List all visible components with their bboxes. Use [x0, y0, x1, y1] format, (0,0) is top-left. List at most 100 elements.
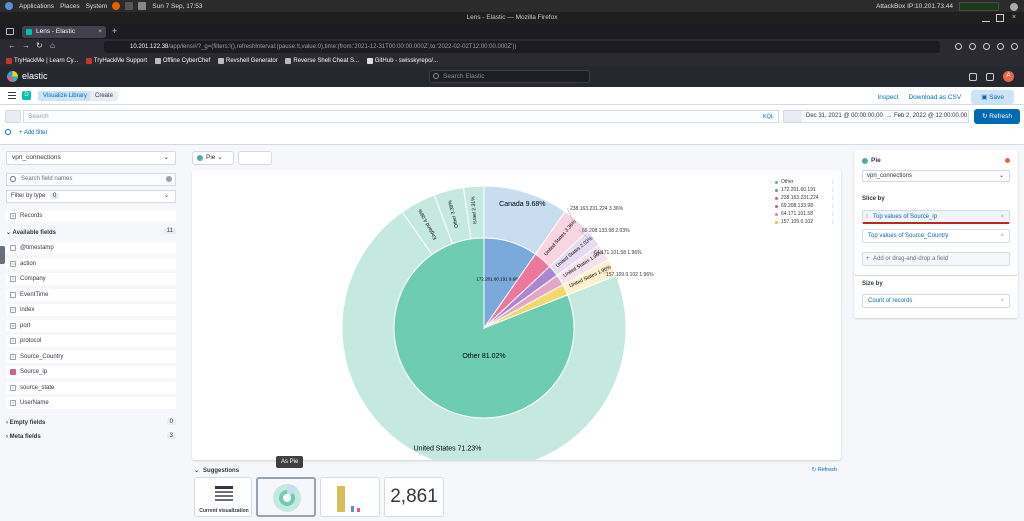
field-item[interactable]: Source_ip	[6, 366, 176, 378]
os-menu-places[interactable]: Places	[60, 2, 80, 10]
suggestions-header[interactable]: ⌄ Suggestions	[194, 467, 239, 474]
firefox-launcher-icon[interactable]	[112, 2, 121, 10]
pie-inner-slice[interactable]	[483, 284, 569, 329]
url-bar[interactable]: 10.201.122.38/app/lens#/?_g=(filters:!()…	[104, 41, 940, 53]
space-avatar[interactable]: D	[22, 91, 31, 100]
bookmark-cyberchef[interactable]: Offline CyberChef	[154, 55, 210, 66]
legend-item[interactable]: 172.201.60.191 ⋮	[775, 186, 835, 194]
minimize-icon[interactable]	[982, 14, 990, 22]
os-menu-icon[interactable]	[5, 2, 13, 10]
date-picker[interactable]: Dec 31, 2021 @ 00:00:00.00 → Feb 2, 2022…	[783, 110, 969, 123]
legend-actions-icon[interactable]: ⋮	[830, 219, 835, 225]
saved-query-icon[interactable]	[5, 110, 21, 123]
menu-icon[interactable]	[1011, 43, 1018, 50]
back-icon[interactable]: ←	[8, 41, 16, 50]
legend-actions-icon[interactable]: ⋮	[830, 211, 835, 217]
terminal-launcher-icon[interactable]	[125, 2, 134, 10]
field-item[interactable]: t action	[6, 257, 176, 270]
legend-item[interactable]: 157.109.0.102 ⋮	[775, 218, 835, 226]
downloads-icon[interactable]	[983, 43, 990, 50]
home-icon[interactable]: ⌂	[50, 41, 55, 50]
close-tab-icon[interactable]: ×	[98, 28, 102, 35]
save-button[interactable]: ▣ Save	[971, 90, 1014, 104]
kql-toggle[interactable]: KQL	[762, 114, 774, 120]
field-records[interactable]: # Records	[6, 210, 176, 222]
field-item[interactable]: t source_state	[6, 381, 176, 394]
legend-actions-icon[interactable]: ⋮	[830, 195, 835, 201]
app-launcher-icon[interactable]	[138, 2, 147, 10]
remove-layer-icon[interactable]	[1005, 158, 1010, 163]
suggestions-refresh-link[interactable]: ↻ Refresh	[812, 467, 837, 473]
power-icon[interactable]	[1010, 2, 1018, 11]
remove-dimension-icon[interactable]: ×	[1000, 233, 1004, 239]
remove-dimension-icon[interactable]: ×	[1000, 214, 1004, 220]
field-item[interactable]: # port	[6, 319, 176, 332]
date-end[interactable]: Feb 2, 2022 @ 12:00:00.00	[894, 113, 968, 119]
field-item[interactable]: t Company	[6, 273, 176, 285]
chart-type-switcher[interactable]: Pie ⌄	[192, 151, 234, 165]
sidebar-collapse-handle[interactable]	[0, 246, 5, 264]
inspect-link[interactable]: Inspect	[877, 93, 899, 101]
hamburger-menu-icon[interactable]	[8, 92, 16, 99]
field-item[interactable]: @timestamp	[6, 242, 176, 254]
legend-item[interactable]: 69.208.133.98 ⋮	[775, 202, 835, 210]
elastic-logo-icon[interactable]	[7, 71, 18, 82]
maximize-icon[interactable]	[996, 14, 1004, 22]
bookmark-reverse-shell[interactable]: Reverse Shell Cheat S...	[285, 55, 359, 66]
suggestion-current[interactable]: Current visualization	[194, 477, 252, 517]
date-start[interactable]: Dec 31, 2021 @ 00:00:00.00	[806, 113, 883, 119]
remove-dimension-icon[interactable]: ×	[1000, 298, 1004, 304]
calendar-icon[interactable]	[784, 111, 802, 122]
legend-item[interactable]: 64.171.101.58 ⋮	[775, 210, 835, 218]
field-item[interactable]: t index	[6, 304, 176, 316]
bookmark-revshell[interactable]: Revshell Generator	[217, 55, 278, 66]
bookmark-github[interactable]: GitHub - swisskyrepo/...	[366, 55, 438, 66]
refresh-button[interactable]: ↻ Refresh	[974, 109, 1020, 124]
legend-actions-icon[interactable]: ⋮	[830, 187, 835, 193]
field-item[interactable]: t protocol	[6, 335, 176, 347]
legend-actions-icon[interactable]: ⋮	[830, 179, 835, 185]
pocket-icon[interactable]	[955, 43, 962, 50]
bookmark-tryhackme-support[interactable]: TryHackMe Support	[85, 55, 147, 66]
query-input[interactable]: Search KQL	[23, 110, 779, 123]
empty-fields-section[interactable]: › Empty fields 0	[6, 419, 176, 426]
field-item[interactable]: EventTime	[6, 288, 176, 301]
size-by-count[interactable]: Count of records ×	[862, 294, 1010, 308]
close-window-icon[interactable]: ×	[1011, 14, 1017, 21]
suggestion-metric[interactable]: 2,861	[384, 477, 444, 517]
account-icon[interactable]	[969, 43, 976, 50]
newsfeed-icon[interactable]	[986, 72, 994, 81]
bookmark-tryhackme[interactable]: TryHackMe | Learn Cy...	[6, 55, 78, 66]
filter-options-icon[interactable]	[5, 129, 11, 135]
help-icon[interactable]	[969, 72, 977, 81]
legend-settings-icon[interactable]	[238, 151, 272, 165]
datasource-select[interactable]: vpn_connections ⌄	[862, 170, 1010, 182]
index-pattern-select[interactable]: vpn_connections ⌄	[6, 151, 176, 165]
breadcrumb-visualize-library[interactable]: Visualize Library	[38, 91, 92, 101]
legend-item[interactable]: Other ⋮	[775, 178, 835, 186]
suggestion-pie[interactable]	[256, 477, 316, 517]
drag-handle-icon[interactable]: ⁝	[866, 214, 868, 220]
browser-tab-lens[interactable]: Lens - Elastic ×	[22, 26, 106, 38]
os-menu-applications[interactable]: Applications	[19, 2, 55, 10]
filter-by-type[interactable]: Filter by type 0 ⌄	[6, 190, 176, 203]
available-fields-section[interactable]: ⌄ Available fields 11	[6, 228, 176, 236]
meta-fields-section[interactable]: › Meta fields 3	[6, 433, 176, 440]
download-csv-link[interactable]: Download as CSV	[908, 93, 962, 101]
tab-list-icon[interactable]	[6, 28, 14, 35]
os-menu-system[interactable]: System	[85, 2, 108, 10]
slice-by-source-country[interactable]: Top values of Source_Country ×	[862, 229, 1010, 243]
forward-icon[interactable]: →	[22, 41, 30, 50]
add-filter-link[interactable]: + Add filter	[5, 129, 48, 136]
reload-icon[interactable]: ↻	[36, 41, 43, 50]
field-item[interactable]: t Source_Country	[6, 350, 176, 363]
user-avatar[interactable]: A	[1003, 71, 1014, 82]
slice-by-source-ip[interactable]: ⁝ Top values of Source_ip ×	[862, 210, 1010, 224]
clear-icon[interactable]	[166, 176, 172, 182]
field-item[interactable]: t UserName	[6, 397, 176, 409]
field-search-input[interactable]: Search field names	[6, 173, 176, 186]
legend-actions-icon[interactable]: ⋮	[830, 203, 835, 209]
global-search-input[interactable]: Search Elastic	[429, 70, 590, 83]
suggestion-bar[interactable]	[320, 477, 380, 517]
new-tab-icon[interactable]: +	[112, 26, 118, 36]
